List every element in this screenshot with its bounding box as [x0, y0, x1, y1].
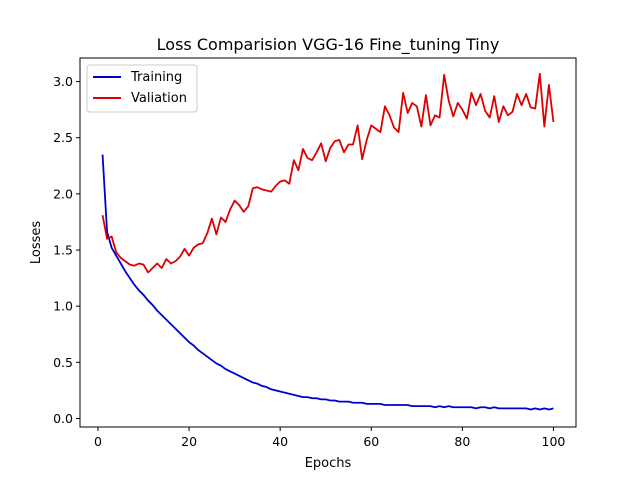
chart-title: Loss Comparision VGG-16 Fine_tuning Tiny [157, 35, 500, 55]
plot-lines [101, 72, 555, 411]
y-axis-label: Losses [29, 221, 44, 265]
series-line-valiation [101, 72, 555, 274]
x-tick-label: 60 [363, 434, 379, 449]
y-tick-label: 0.5 [53, 355, 73, 370]
series-line-training [101, 154, 554, 411]
y-tick-label: 1.0 [53, 299, 73, 314]
x-tick-label: 0 [94, 434, 102, 449]
x-tick-label: 20 [181, 434, 197, 449]
y-tick-label: 2.0 [53, 186, 73, 201]
x-tick-label: 80 [454, 434, 470, 449]
legend-label-validation: Valiation [131, 91, 187, 106]
x-axis-ticks: 0 20 40 60 80 100 [94, 427, 565, 449]
x-tick-label: 100 [542, 434, 566, 449]
y-tick-label: 1.5 [53, 243, 73, 258]
plot-frame [79, 57, 577, 428]
x-tick-label: 40 [272, 434, 288, 449]
legend-label-training: Training [130, 70, 182, 85]
y-tick-label: 3.0 [53, 74, 73, 89]
y-tick-label: 0.0 [53, 411, 73, 426]
legend: Training Valiation [86, 64, 198, 113]
x-axis-label: Epochs [305, 456, 352, 471]
y-tick-label: 2.5 [53, 130, 73, 145]
y-axis-ticks: 0.0 0.5 1.0 1.5 2.0 2.5 3.0 [53, 74, 80, 426]
